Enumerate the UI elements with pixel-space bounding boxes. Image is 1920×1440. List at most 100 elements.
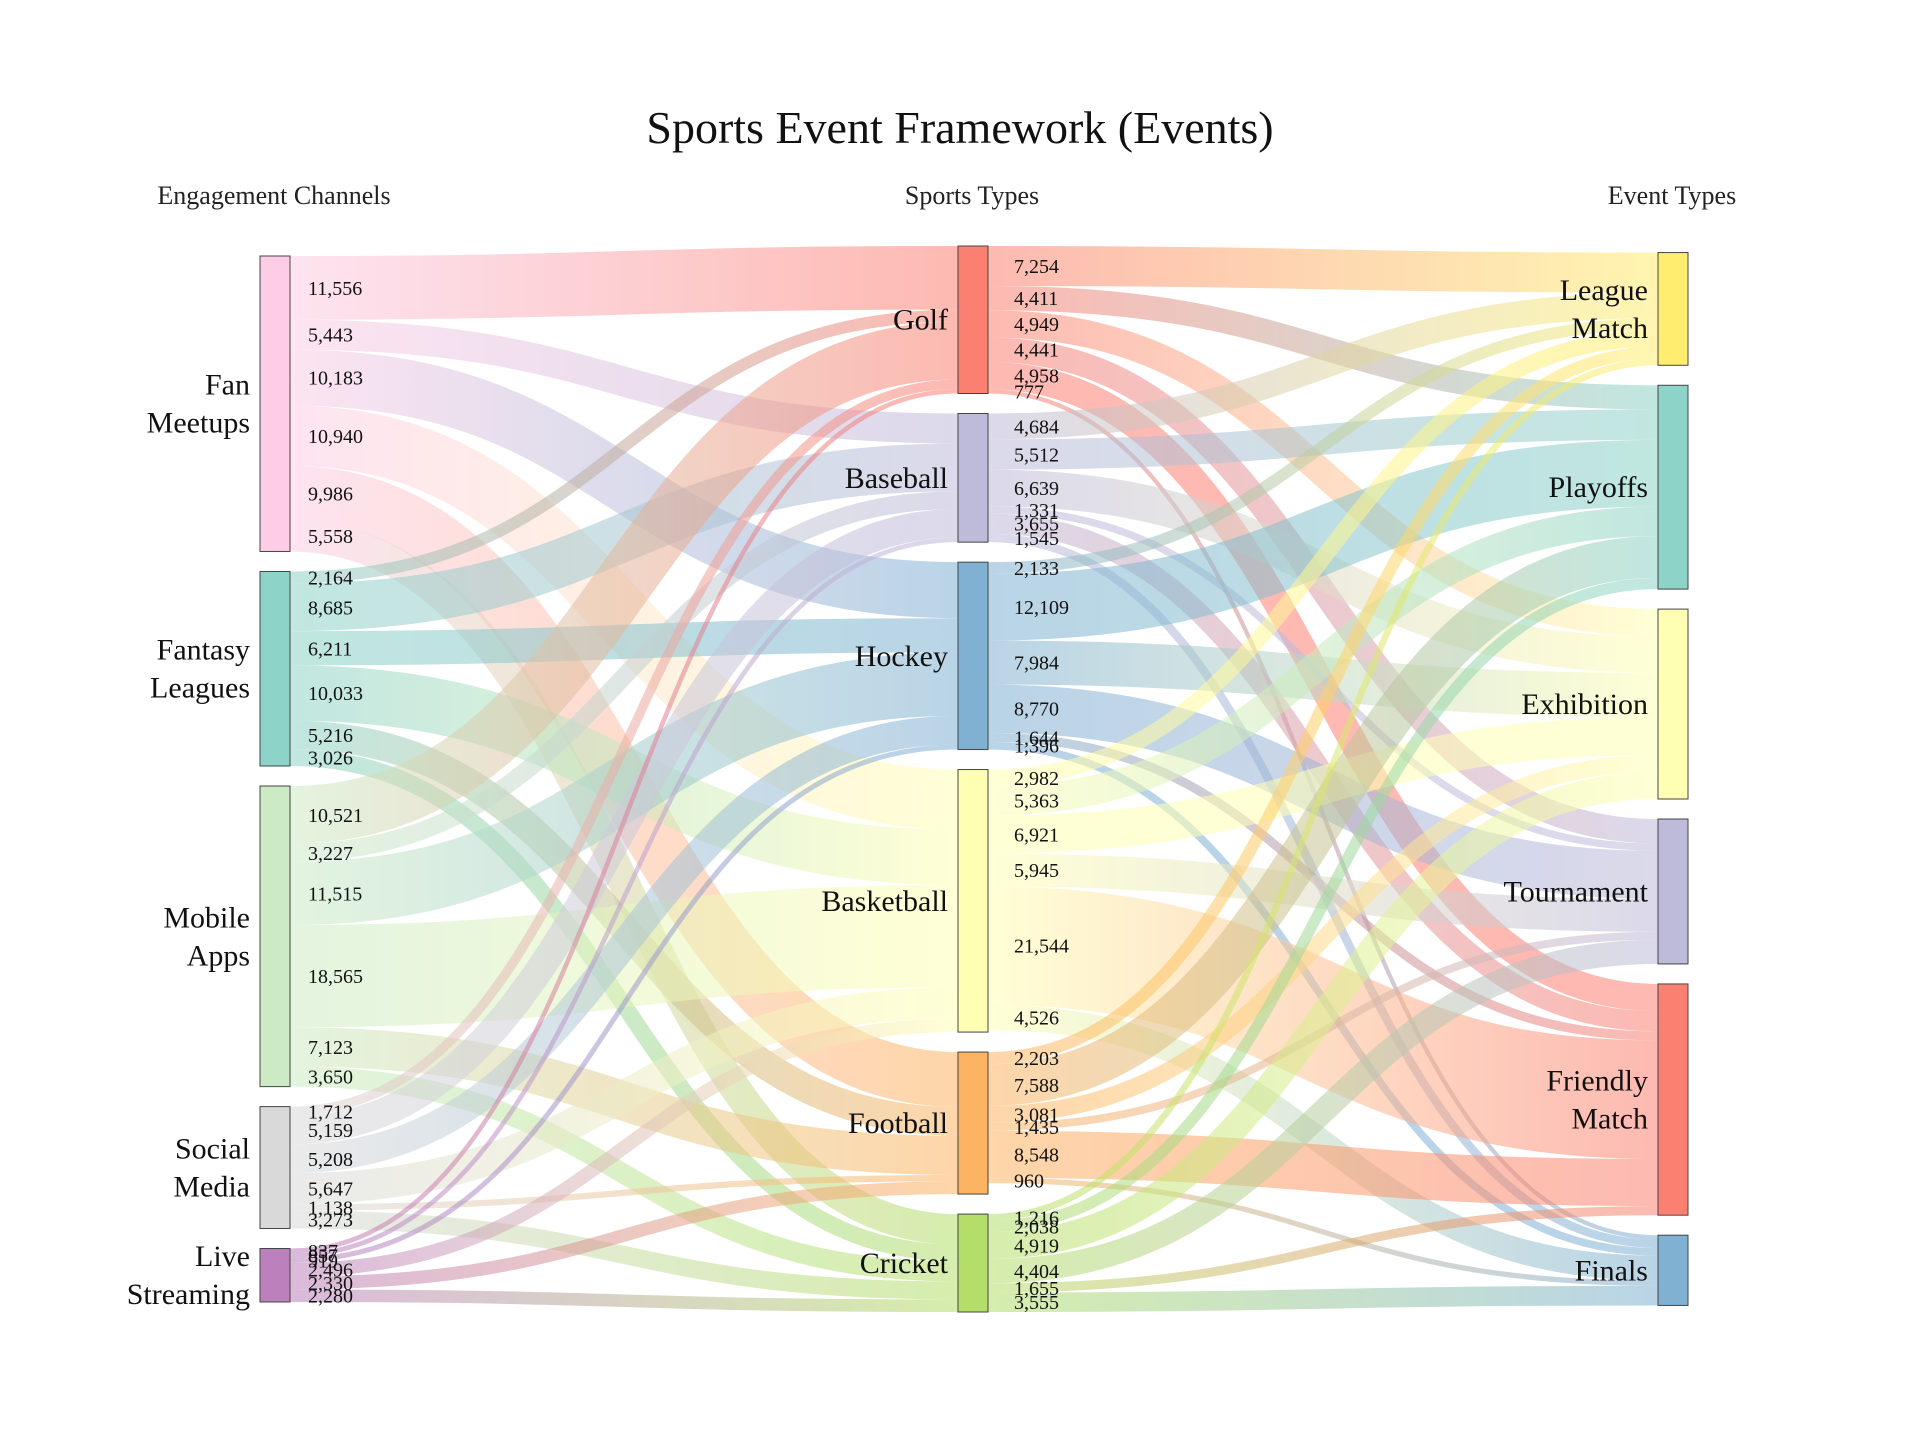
node-label-friendly: Friendly Match: [1546, 1065, 1648, 1136]
link-value-fan-cricket: 5,558: [308, 526, 353, 548]
node-label-golf: Golf: [893, 304, 948, 337]
link-value-football-exhibition: 3,081: [1014, 1104, 1059, 1126]
link-value-basketball-finals: 4,526: [1014, 1007, 1059, 1029]
link-cricket-playoffs: [987, 577, 1659, 1232]
node-friendly: [1657, 983, 1689, 1216]
links-layer: [289, 245, 1659, 1312]
link-value-fan-hockey: 10,183: [308, 368, 363, 390]
link-social-hockey: [289, 715, 959, 1174]
link-value-baseball-league: 4,684: [1014, 416, 1059, 438]
node-mobile: [259, 785, 291, 1088]
node-label-social: Social Media: [173, 1133, 250, 1204]
link-value-live-baseball: 857: [308, 1245, 338, 1267]
node-label-playoffs: Playoffs: [1549, 471, 1648, 504]
link-basketball-playoffs: [987, 506, 1659, 816]
link-value-social-football: 1,138: [308, 1197, 353, 1219]
node-label-live: Live Streaming: [127, 1240, 250, 1311]
link-value-basketball-exhibition: 6,921: [1014, 825, 1059, 847]
link-value-social-basketball: 5,647: [308, 1179, 353, 1201]
link-value-live-basketball: 2,496: [308, 1260, 353, 1282]
column-header-sports-types: Sports Types: [905, 181, 1039, 210]
link-football-playoffs: [987, 536, 1659, 1106]
link-live-basketball: [289, 1018, 959, 1277]
link-hockey-league: [987, 318, 1659, 574]
link-value-basketball-tournament: 5,945: [1014, 860, 1059, 882]
node-football: [957, 1051, 989, 1195]
link-value-live-golf: 837: [308, 1241, 338, 1263]
link-value-football-friendly: 8,548: [1014, 1144, 1059, 1166]
link-cricket-friendly: [987, 1206, 1659, 1293]
link-baseball-league: [987, 292, 1659, 440]
link-fantasy-golf: [289, 309, 959, 584]
link-value-fantasy-hockey: 6,211: [308, 638, 352, 660]
link-value-hockey-league: 2,133: [1014, 558, 1059, 580]
link-value-cricket-league: 1,216: [1014, 1207, 1059, 1229]
link-mobile-hockey: [289, 652, 959, 926]
link-live-hockey: [289, 744, 959, 1263]
link-value-football-finals: 960: [1014, 1171, 1044, 1193]
link-value-social-cricket: 3,273: [308, 1209, 353, 1231]
link-football-exhibition: [987, 754, 1659, 1123]
link-live-cricket: [289, 1289, 959, 1312]
link-value-mobile-golf: 10,521: [308, 805, 363, 827]
node-label-league: League Match: [1560, 274, 1648, 345]
link-value-cricket-tournament: 4,404: [1014, 1261, 1059, 1283]
node-basketball: [957, 769, 989, 1033]
column-header-event-types: Event Types: [1608, 181, 1736, 210]
link-cricket-tournament: [987, 939, 1659, 1284]
link-value-cricket-exhibition: 4,919: [1014, 1236, 1059, 1258]
node-label-tournament: Tournament: [1503, 875, 1648, 908]
link-value-live-hockey: 919: [308, 1250, 338, 1272]
link-basketball-league: [987, 330, 1659, 786]
link-value-cricket-friendly: 1,655: [1014, 1278, 1059, 1300]
link-live-golf: [289, 388, 959, 1254]
node-label-cricket: Cricket: [860, 1247, 949, 1280]
link-value-fan-baseball: 5,443: [308, 325, 353, 347]
link-value-mobile-football: 7,123: [308, 1037, 353, 1059]
link-value-fan-golf: 11,556: [308, 278, 362, 300]
link-value-basketball-friendly: 21,544: [1014, 936, 1069, 958]
link-value-social-golf: 1,712: [308, 1101, 353, 1123]
node-league: [1657, 252, 1689, 366]
link-value-social-hockey: 5,208: [308, 1149, 353, 1171]
link-value-hockey-exhibition: 7,984: [1014, 653, 1059, 675]
link-cricket-finals: [987, 1285, 1659, 1312]
node-label-fan: Fan Meetups: [147, 369, 250, 440]
node-label-fantasy: Fantasy Leagues: [150, 634, 250, 705]
link-value-football-tournament: 1,435: [1014, 1117, 1059, 1139]
link-value-baseball-friendly: 3,655: [1014, 514, 1059, 536]
node-baseball: [957, 412, 989, 543]
node-label-football: Football: [848, 1107, 948, 1140]
link-basketball-tournament: [987, 853, 1659, 932]
link-value-basketball-league: 2,982: [1014, 768, 1059, 790]
link-value-fantasy-basketball: 10,033: [308, 683, 363, 705]
link-live-baseball: [289, 537, 959, 1258]
link-value-hockey-friendly: 1,644: [1014, 727, 1059, 749]
node-social: [259, 1106, 291, 1229]
link-hockey-playoffs: [987, 439, 1659, 641]
link-fantasy-hockey: [289, 618, 959, 666]
node-fan: [259, 255, 291, 552]
link-value-basketball-playoffs: 5,363: [1014, 791, 1059, 813]
link-value-live-cricket: 2,280: [308, 1286, 353, 1308]
node-exhibition: [1657, 608, 1689, 800]
link-value-baseball-tournament: 1,331: [1014, 500, 1059, 522]
link-value-fantasy-cricket: 3,026: [308, 748, 353, 770]
node-label-hockey: Hockey: [855, 640, 948, 673]
node-label-exhibition: Exhibition: [1521, 688, 1648, 721]
link-value-baseball-finals: 1,545: [1014, 528, 1059, 550]
link-value-golf-friendly: 4,958: [1014, 366, 1059, 388]
link-value-mobile-cricket: 3,650: [308, 1067, 353, 1089]
link-mobile-baseball: [289, 491, 959, 862]
node-label-basketball: Basketball: [821, 885, 948, 918]
link-value-social-baseball: 5,159: [308, 1120, 353, 1142]
node-tournament: [1657, 818, 1689, 965]
link-value-baseball-playoffs: 5,512: [1014, 444, 1059, 466]
node-fantasy: [259, 570, 291, 767]
link-value-golf-finals: 777: [1014, 381, 1044, 403]
node-live: [259, 1247, 291, 1303]
link-fan-golf: [289, 245, 959, 320]
link-value-baseball-exhibition: 6,639: [1014, 478, 1059, 500]
node-playoffs: [1657, 384, 1689, 590]
